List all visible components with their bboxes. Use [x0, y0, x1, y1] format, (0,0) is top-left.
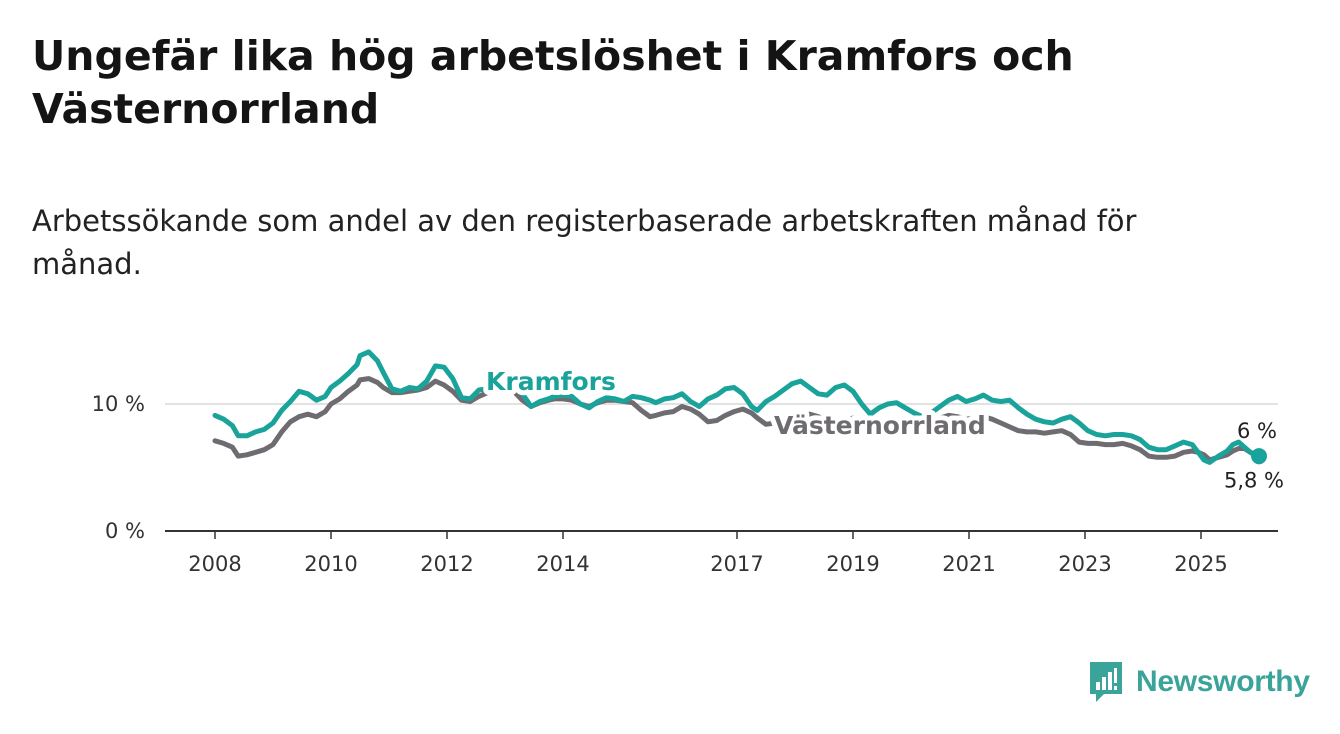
line-chart: 0 % 10 % 2008 2010 2012 2014 2017 2019 2021 2023 2…	[92, 349, 1284, 576]
label-layer: 0 % 10 % 2008 2010 2012 2014 2017 2019 2021 2023 2…	[92, 362, 1284, 576]
end-label-kramfors: 6 %	[1237, 419, 1277, 443]
y-tick-label: 10 %	[92, 392, 145, 416]
x-tick-label: 2014	[536, 552, 589, 576]
brand-logo: Newsworthy	[1088, 660, 1310, 704]
x-tick-label: 2010	[304, 552, 357, 576]
x-tick-label: 2019	[826, 552, 879, 576]
brand-name: Newsworthy	[1136, 665, 1310, 698]
x-tick-label: 2017	[710, 552, 763, 576]
series-label-kramfors: Kramfors	[486, 367, 616, 396]
series-layer	[212, 349, 1267, 465]
series-label-kramfors-halo: Kramfors	[486, 367, 616, 396]
series-label-vasternorrland-halo: Västernorrland	[774, 411, 986, 440]
grid-layer	[165, 403, 1278, 539]
x-tick-label: 2023	[1058, 552, 1111, 576]
x-tick-label: 2008	[188, 552, 241, 576]
bar-chart-speech-bubble-icon	[1090, 662, 1122, 702]
chart-subtitle: Arbetssökande som andel av den registerb…	[32, 204, 1137, 281]
y-tick-label: 0 %	[105, 519, 145, 543]
series-line-kramfors	[212, 349, 1262, 465]
x-tick-label: 2025	[1174, 552, 1227, 576]
series-line-vasternorrland	[212, 376, 1262, 463]
end-point-kramfors	[1251, 448, 1267, 465]
series-label-vasternorrland: Västernorrland	[774, 411, 986, 440]
x-tick-label: 2012	[420, 552, 473, 576]
x-tick-label: 2021	[942, 552, 995, 576]
chart-title: Ungefär lika hög arbetslöshet i Kramfors…	[32, 32, 1074, 133]
end-label-vasternorrland: 5,8 %	[1224, 468, 1284, 492]
